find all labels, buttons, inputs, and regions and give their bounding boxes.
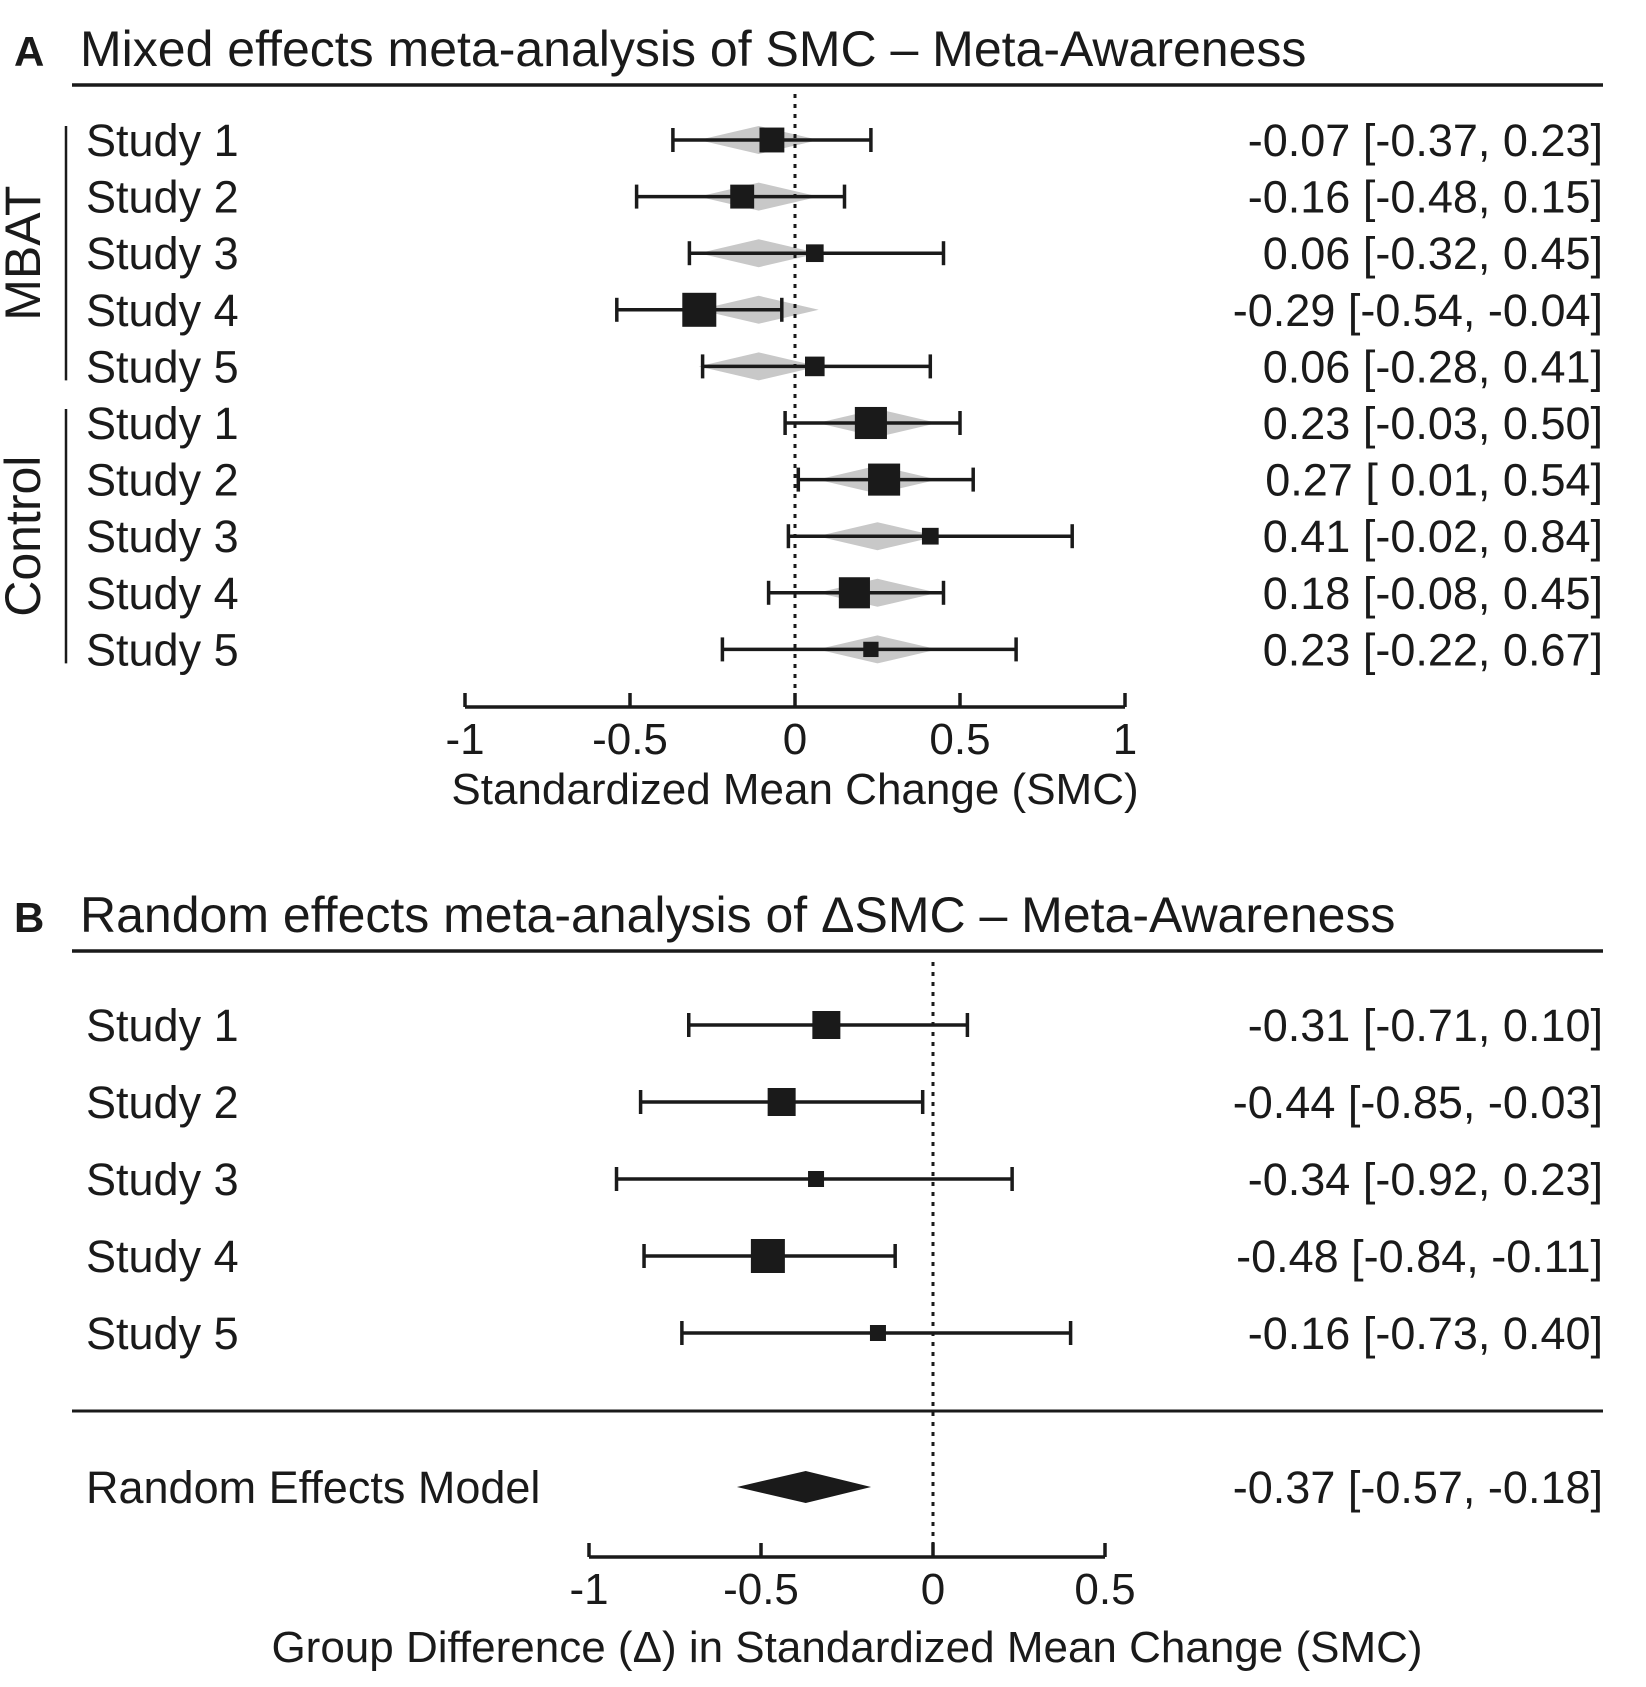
forest-row: Study 5 0.23 [-0.22, 0.67] [86, 624, 1603, 675]
ci-text: -0.34 [-0.92, 0.23] [1248, 1154, 1603, 1205]
study-label: Study 4 [86, 568, 239, 619]
summary-label: Random Effects Model [86, 1462, 540, 1513]
panel-a-tick-label: 0.5 [929, 715, 990, 764]
forest-row: Study 2 -0.16 [-0.48, 0.15] [86, 172, 1603, 223]
study-label: Study 4 [86, 1231, 239, 1282]
study-label: Study 3 [86, 1154, 239, 1205]
panel-b-rows: Study 1 -0.31 [-0.71, 0.10] Study 2 -0.44 [… [86, 962, 1603, 1555]
ci-text: 0.23 [-0.22, 0.67] [1263, 624, 1603, 675]
study-label: Study 2 [86, 172, 239, 223]
panel-a-tick-label: -1 [445, 715, 484, 764]
ci-text: -0.44 [-0.85, -0.03] [1233, 1077, 1603, 1128]
study-label: Study 3 [86, 228, 239, 279]
forest-row: Study 2 0.27 [ 0.01, 0.54] [86, 455, 1603, 506]
ci-text: 0.06 [-0.32, 0.45] [1263, 228, 1603, 279]
forest-row: Study 3 0.41 [-0.02, 0.84] [86, 511, 1603, 562]
ci-text: -0.16 [-0.73, 0.40] [1248, 1308, 1603, 1359]
ci-text: 0.27 [ 0.01, 0.54] [1265, 455, 1603, 506]
forest-row: Study 3 0.06 [-0.32, 0.45] [86, 228, 1603, 279]
point-estimate [682, 292, 717, 327]
study-label: Study 1 [86, 1000, 239, 1051]
summary-ci-text: -0.37 [-0.57, -0.18] [1233, 1462, 1603, 1513]
forest-row: Study 3 -0.34 [-0.92, 0.23] [86, 1154, 1603, 1205]
panel-a-letter: A [14, 28, 44, 75]
panel-b-tick-label: -1 [569, 1565, 608, 1614]
panel-b-letter: B [14, 894, 44, 941]
panel-a-tick-label: -0.5 [592, 715, 668, 764]
forest-row: Study 5 -0.16 [-0.73, 0.40] [86, 1308, 1603, 1359]
point-estimate [808, 1171, 825, 1187]
study-label: Study 2 [86, 1077, 239, 1128]
ci-text: -0.48 [-0.84, -0.11] [1236, 1231, 1603, 1282]
point-estimate [805, 244, 824, 263]
panel-a-rows: Study 1 -0.07 [-0.37, 0.23] Study 2 -0.16 [… [86, 94, 1603, 705]
forest-row: Study 4 -0.48 [-0.84, -0.11] [86, 1231, 1603, 1282]
point-estimate [869, 1325, 886, 1341]
panel-a-group-brackets: MBAT Control [0, 126, 68, 664]
panel-b-x-axis-label: Group Difference (Δ) in Standardized Mea… [271, 1623, 1422, 1672]
panel-a-tick-label: 1 [1113, 715, 1137, 764]
group-label-mbat: MBAT [0, 186, 51, 321]
forest-row: Study 4 -0.29 [-0.54, -0.04] [86, 285, 1603, 336]
point-estimate [759, 127, 785, 153]
ci-text: -0.16 [-0.48, 0.15] [1248, 172, 1603, 223]
forest-row: Study 4 0.18 [-0.08, 0.45] [86, 568, 1603, 619]
forest-row: Study 1 -0.31 [-0.71, 0.10] [86, 1000, 1603, 1051]
study-label: Study 1 [86, 115, 239, 166]
ci-text: -0.29 [-0.54, -0.04] [1233, 285, 1603, 336]
point-estimate [730, 184, 755, 209]
group-label-control: Control [0, 456, 51, 617]
forest-row: Study 2 -0.44 [-0.85, -0.03] [86, 1077, 1603, 1128]
point-estimate [750, 1239, 785, 1273]
forest-row: Study 1 0.23 [-0.03, 0.50] [86, 398, 1603, 449]
ci-text: -0.31 [-0.71, 0.10] [1248, 1000, 1603, 1051]
point-estimate [863, 641, 879, 658]
study-label: Study 1 [86, 398, 239, 449]
panel-a: A Mixed effects meta-analysis of SMC – M… [0, 21, 1603, 814]
study-label: Study 5 [86, 624, 239, 675]
study-label: Study 5 [86, 341, 239, 392]
ci-text: -0.07 [-0.37, 0.23] [1248, 115, 1603, 166]
forest-row: Study 5 0.06 [-0.28, 0.41] [86, 341, 1603, 392]
point-estimate [838, 577, 870, 609]
panel-b-summary: Random Effects Model -0.37 [-0.57, -0.18] [86, 1462, 1603, 1513]
ci-text: 0.41 [-0.02, 0.84] [1263, 511, 1603, 562]
panel-b-tick-label: 0.5 [1074, 1565, 1135, 1614]
ci-text: 0.18 [-0.08, 0.45] [1263, 568, 1603, 619]
point-estimate [805, 356, 825, 377]
point-estimate [868, 463, 901, 496]
ci-text: 0.06 [-0.28, 0.41] [1263, 341, 1603, 392]
study-label: Study 2 [86, 455, 239, 506]
panel-b-tick-label: -0.5 [723, 1565, 799, 1614]
forest-row: Study 1 -0.07 [-0.37, 0.23] [86, 115, 1603, 166]
panel-b-tick-label: 0 [921, 1565, 945, 1614]
panel-b: B Random effects meta-analysis of ΔSMC –… [14, 887, 1603, 1672]
panel-a-tick-label: 0 [783, 715, 807, 764]
panel-b-title: Random effects meta-analysis of ΔSMC – M… [80, 887, 1395, 943]
point-estimate [854, 406, 887, 440]
panel-a-title: Mixed effects meta-analysis of SMC – Met… [80, 21, 1306, 77]
panel-b-x-axis: -1 -0.5 0 0.5 [569, 1543, 1136, 1614]
panel-a-x-axis-label: Standardized Mean Change (SMC) [451, 765, 1138, 814]
summary-diamond [736, 1471, 872, 1503]
panel-a-x-axis: -1 -0.5 0 0.5 1 [445, 693, 1137, 764]
study-label: Study 4 [86, 285, 239, 336]
point-estimate [921, 527, 939, 545]
point-estimate [812, 1011, 841, 1039]
study-label: Study 3 [86, 511, 239, 562]
point-estimate [767, 1088, 796, 1116]
ci-text: 0.23 [-0.03, 0.50] [1263, 398, 1603, 449]
study-label: Study 5 [86, 1308, 239, 1359]
